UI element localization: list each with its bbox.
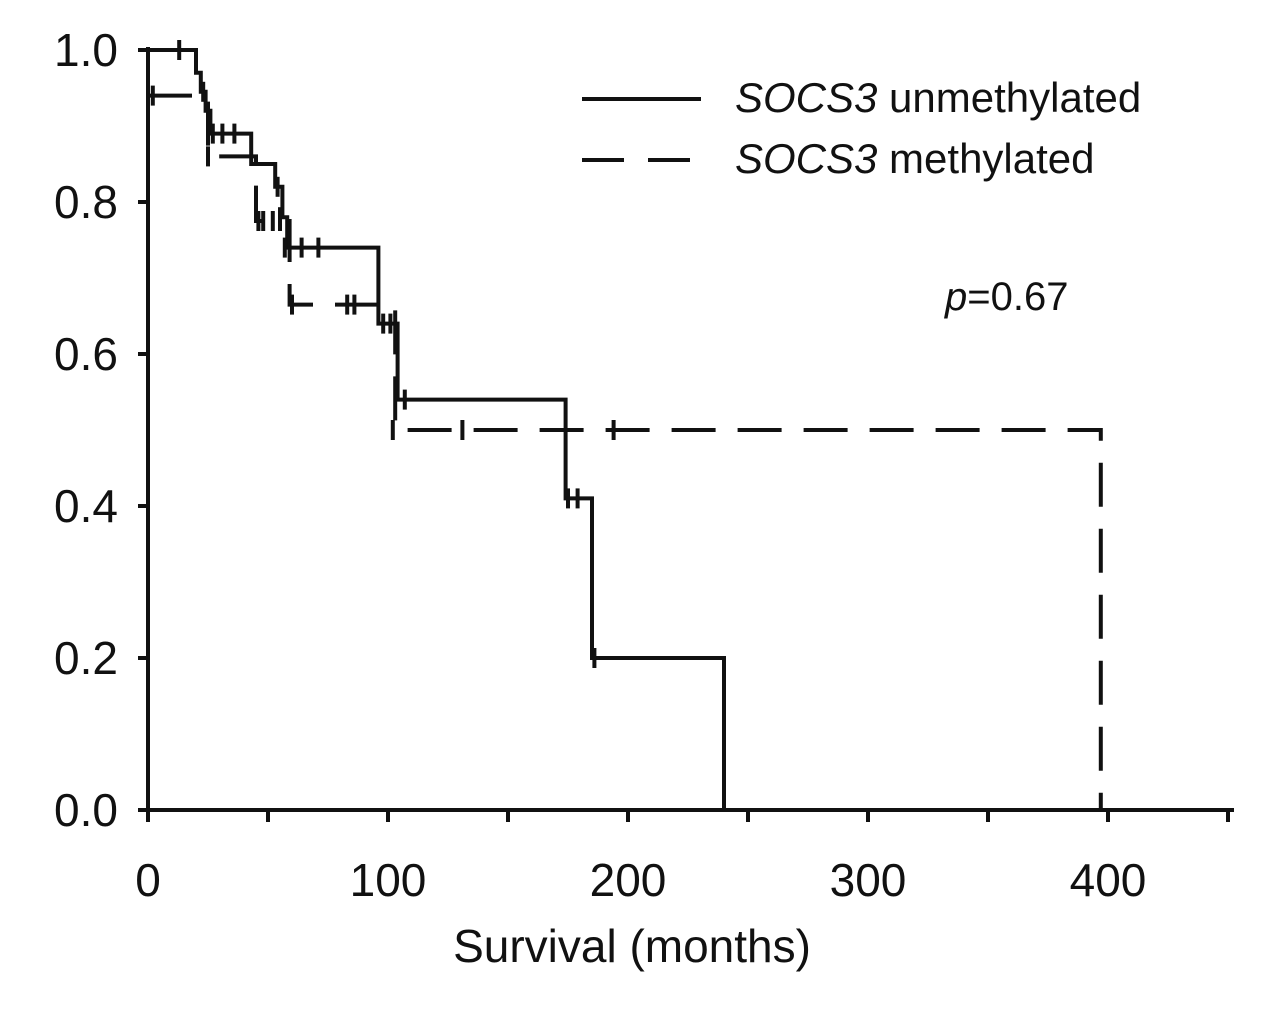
- legend-label-unmethylated: SOCS3 unmethylated: [735, 74, 1141, 121]
- series-line-methylated: [148, 93, 1103, 810]
- p-value-symbol: p: [944, 275, 967, 319]
- y-tick-label: 1.0: [54, 24, 118, 76]
- legend-rest-methylated: methylated: [877, 135, 1094, 182]
- p-value-annotation: p=0.67: [944, 275, 1068, 319]
- legend-gene-methylated: SOCS3: [735, 135, 877, 182]
- legend: SOCS3 unmethylated SOCS3 methylated: [582, 74, 1141, 182]
- y-ticks: 0.0 0.2 0.4 0.6 0.8 1.0: [54, 24, 148, 836]
- legend-label-methylated: SOCS3 methylated: [735, 135, 1095, 182]
- y-tick-label: 0.6: [54, 328, 118, 380]
- x-tick-label: 100: [350, 854, 427, 906]
- y-tick-label: 0.4: [54, 480, 118, 532]
- y-tick-label: 0.8: [54, 176, 118, 228]
- series-layer: [148, 40, 1103, 810]
- y-tick-label: 0.2: [54, 632, 118, 684]
- legend-gene-unmethylated: SOCS3: [735, 74, 877, 121]
- x-ticks: 0 100 200 300 400: [135, 810, 1230, 906]
- p-value-number: =0.67: [967, 275, 1068, 319]
- x-tick-label: 300: [830, 854, 907, 906]
- x-tick-label: 0: [135, 854, 161, 906]
- legend-rest-unmethylated: unmethylated: [877, 74, 1141, 121]
- x-tick-label: 400: [1070, 854, 1147, 906]
- y-tick-label: 0.0: [54, 784, 118, 836]
- axes: [146, 47, 1234, 812]
- x-axis-label: Survival (months): [453, 920, 811, 972]
- x-tick-label: 200: [590, 854, 667, 906]
